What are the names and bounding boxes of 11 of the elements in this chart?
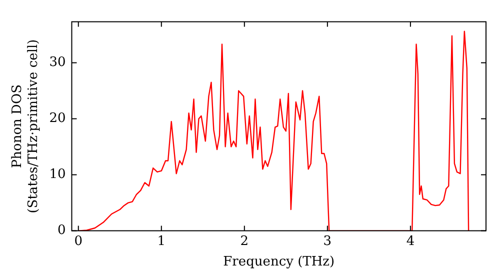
x-tick-label: 3 bbox=[323, 234, 332, 249]
x-tick-label: 2 bbox=[240, 234, 249, 249]
y-tick-label: 0 bbox=[57, 223, 66, 238]
x-tick-label: 0 bbox=[74, 234, 83, 249]
x-tick-label: 4 bbox=[406, 234, 415, 249]
y-tick-label: 20 bbox=[49, 111, 66, 126]
x-axis-title: Frequency (THz) bbox=[223, 254, 335, 270]
y-tick-label: 30 bbox=[49, 55, 66, 70]
x-tick-label: 1 bbox=[157, 234, 166, 249]
y-tick-label: 10 bbox=[49, 167, 66, 182]
y-axis-title: Phonon DOS (States/THz·primitive cell) bbox=[10, 39, 41, 214]
